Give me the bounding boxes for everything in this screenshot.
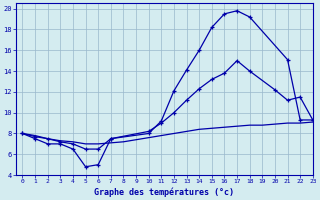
X-axis label: Graphe des températures (°c): Graphe des températures (°c) — [94, 187, 235, 197]
